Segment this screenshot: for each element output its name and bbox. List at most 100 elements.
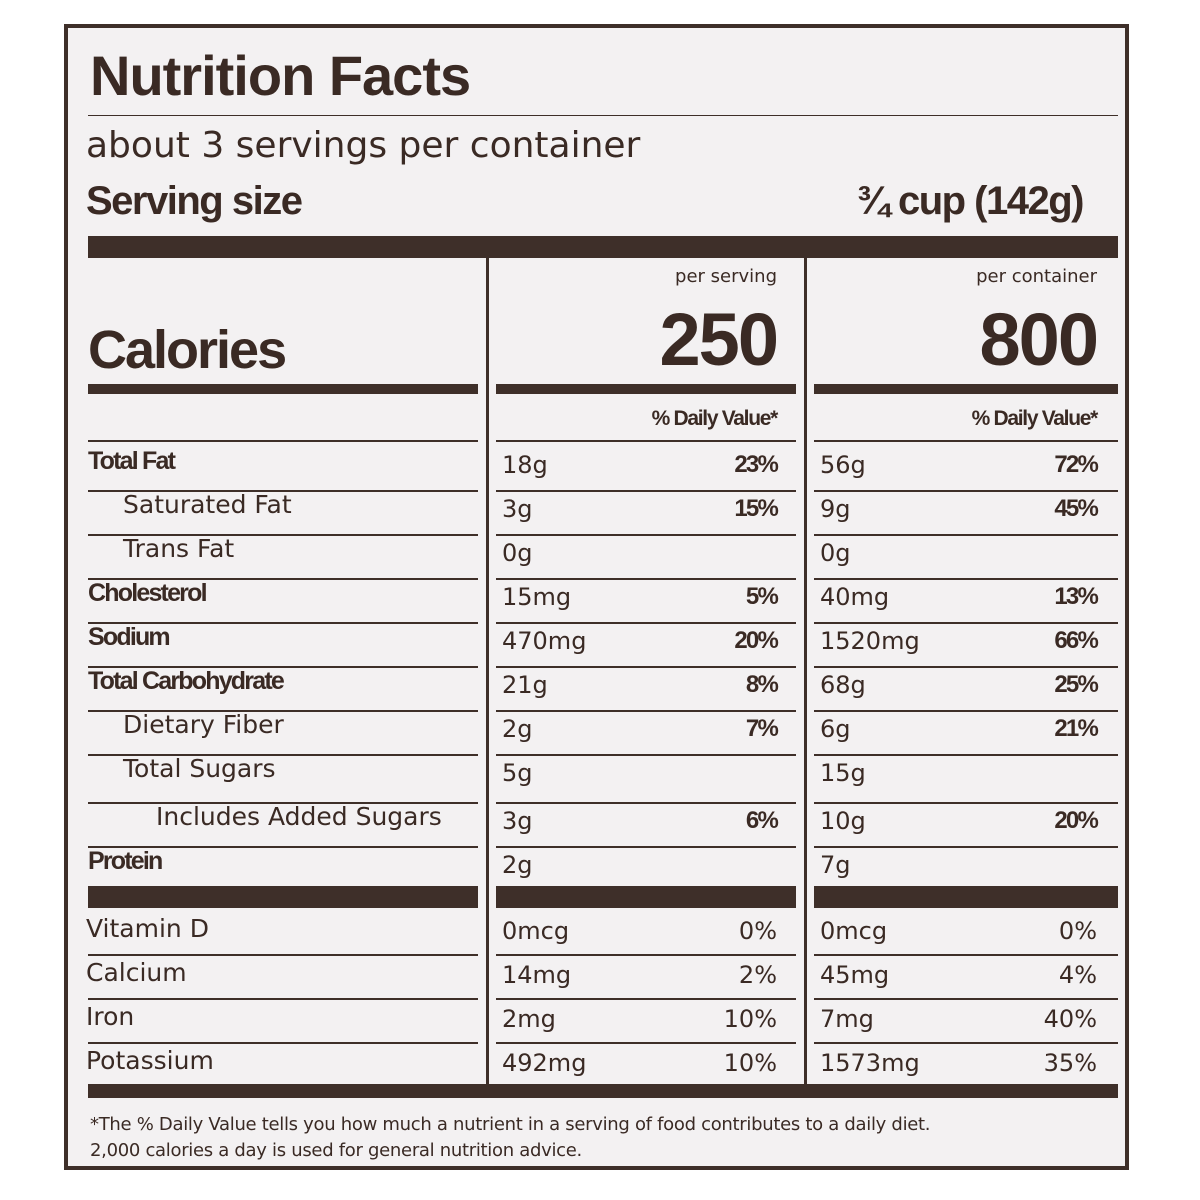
row-divider [814,490,1118,492]
row-divider [496,846,796,848]
daily-value-header-serving: % Daily Value* [651,407,779,430]
container-amount: 0g [820,539,851,567]
vitamins-divider-middle [496,886,796,908]
row-divider [814,534,1118,536]
container-daily-value: 25% [1054,671,1098,698]
per-container-label: per container [976,266,1097,287]
row-divider [814,1042,1118,1044]
container-amount: 7mg [820,1005,874,1033]
row-divider [88,1042,478,1044]
serving-size-value: ¾ cup (142g) [856,179,1084,223]
footnote-line-1: *The % Daily Value tells you how much a … [90,1114,931,1135]
row-divider [814,802,1118,804]
calories-divider-left [88,384,478,394]
row-divider [88,440,478,442]
row-divider [496,440,796,442]
serving-amount: 5g [502,759,533,787]
serving-daily-value: 2% [738,961,777,989]
serving-amount: 2g [502,715,533,743]
serving-amount: 470mg [502,627,587,655]
serving-amount: 21g [502,671,548,699]
serving-daily-value: 6% [745,807,779,834]
container-amount: 9g [820,495,851,523]
container-amount: 68g [820,671,866,699]
container-daily-value: 40% [1043,1005,1097,1033]
row-divider [496,802,796,804]
container-daily-value: 4% [1058,961,1097,989]
row-divider [88,846,478,848]
nutrient-name: Total Fat [88,447,176,475]
row-divider [88,802,478,804]
container-daily-value: 35% [1043,1049,1097,1077]
row-divider [88,666,478,668]
calories-per-serving: 250 [659,298,779,381]
nutrient-name: Total Carbohydrate [88,667,285,695]
row-divider [88,622,478,624]
serving-amount: 2g [502,851,533,879]
serving-amount: 15mg [502,583,572,611]
row-divider [88,578,478,580]
nutrient-name: Includes Added Sugars [156,802,442,831]
title-divider [88,115,1118,116]
nutrient-name: Total Sugars [123,754,276,783]
row-divider [814,440,1118,442]
row-divider [814,710,1118,712]
serving-daily-value: 20% [734,627,778,654]
row-divider [496,578,796,580]
container-daily-value: 0% [1058,917,1097,945]
row-divider [814,754,1118,756]
footnote: *The % Daily Value tells you how much a … [90,1112,1090,1164]
container-amount: 15g [820,759,866,787]
nutrient-name: Protein [88,847,163,875]
serving-amount: 492mg [502,1049,587,1077]
thick-divider-top [88,236,1118,258]
nutrient-name: Trans Fat [123,534,235,563]
calories-divider-right [814,384,1118,394]
column-divider-2 [804,258,807,1084]
vitamin-name: Potassium [86,1046,214,1075]
container-daily-value: 66% [1054,627,1098,654]
container-amount: 40mg [820,583,890,611]
footnote-divider [88,1084,1118,1098]
serving-daily-value: 5% [745,583,779,610]
row-divider [496,1042,796,1044]
per-serving-label: per serving [675,266,777,287]
row-divider [496,490,796,492]
row-divider [88,998,478,1000]
nutrient-name: Saturated Fat [123,490,292,519]
row-divider [496,710,796,712]
row-divider [814,622,1118,624]
footnote-line-2: 2,000 calories a day is used for general… [90,1140,582,1161]
container-daily-value: 13% [1054,583,1098,610]
servings-per-container: about 3 servings per container [86,125,641,166]
row-divider [496,622,796,624]
column-divider-1 [486,258,489,1084]
container-amount: 7g [820,851,851,879]
serving-amount: 3g [502,495,533,523]
row-divider [814,578,1118,580]
container-amount: 1573mg [820,1049,920,1077]
row-divider [496,954,796,956]
row-divider [88,754,478,756]
container-amount: 56g [820,451,866,479]
nutrition-label: Nutrition Facts about 3 servings per con… [64,24,1129,1170]
vitamins-divider-left [88,886,478,908]
container-daily-value: 21% [1054,715,1098,742]
nutrient-name: Sodium [88,623,171,651]
serving-daily-value: 7% [745,715,779,742]
serving-daily-value: 0% [738,917,777,945]
nutrient-name: Dietary Fiber [123,710,284,739]
serving-amount: 18g [502,451,548,479]
row-divider [814,846,1118,848]
row-divider [88,534,478,536]
serving-daily-value: 10% [723,1005,777,1033]
container-amount: 10g [820,807,866,835]
container-amount: 0mcg [820,917,888,945]
serving-amount: 14mg [502,961,572,989]
serving-amount: 2mg [502,1005,556,1033]
serving-daily-value: 10% [723,1049,777,1077]
container-amount: 1520mg [820,627,920,655]
row-divider [814,998,1118,1000]
daily-value-header-container: % Daily Value* [971,407,1099,430]
container-daily-value: 20% [1054,807,1098,834]
